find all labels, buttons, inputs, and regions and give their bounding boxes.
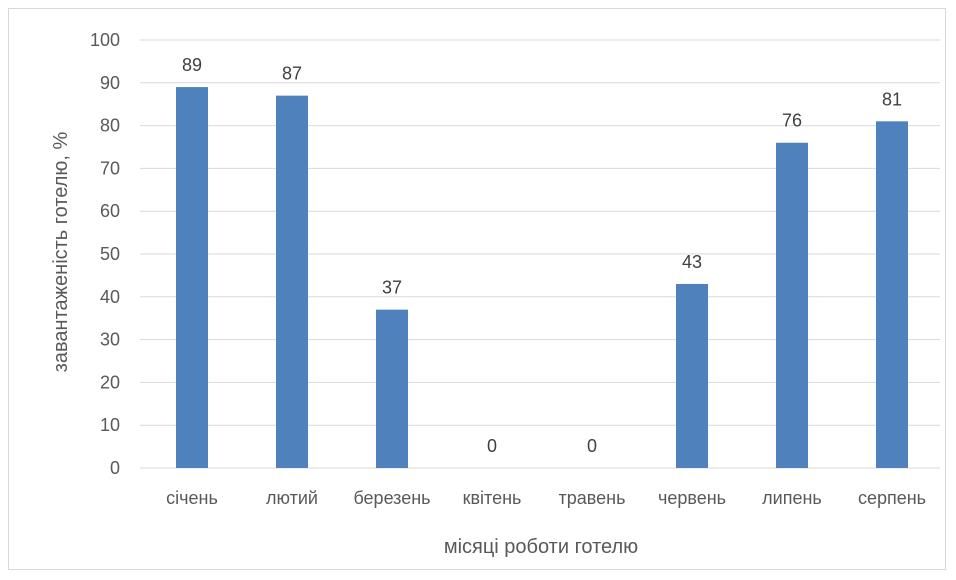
y-tick-label: 30 [100,330,120,350]
y-tick-label: 80 [100,116,120,136]
y-tick-label: 90 [100,73,120,93]
bar-7 [876,121,908,468]
y-tick-label: 0 [110,458,120,478]
x-tick-label-3: квітень [463,488,522,508]
y-axis-ticks: 0 10 20 30 40 50 60 70 80 90 100 [90,30,120,478]
x-tick-label-7: серпень [858,488,926,508]
data-label-1: 87 [282,64,302,84]
x-axis-title: місяці роботи готелю [444,536,638,558]
y-tick-label: 70 [100,158,120,178]
x-tick-label-2: березень [353,488,430,508]
data-label-5: 43 [682,252,702,272]
y-tick-label: 10 [100,415,120,435]
data-label-6: 76 [782,111,802,131]
data-label-2: 37 [382,278,402,298]
bar-0 [176,87,208,468]
x-tick-label-4: травень [559,488,626,508]
x-tick-label-5: червень [658,488,726,508]
y-tick-label: 50 [100,244,120,264]
data-label-7: 81 [882,89,902,109]
bar-5 [676,283,708,468]
y-tick-label: 60 [100,201,120,221]
y-tick-label: 40 [100,287,120,307]
bar-2 [376,309,408,468]
x-tick-label-6: липень [762,488,822,508]
x-tick-label-1: лютий [266,488,318,508]
bar-6 [776,142,808,468]
bar-1 [276,95,308,468]
y-tick-label: 20 [100,372,120,392]
data-label-3: 0 [487,436,497,456]
data-label-0: 89 [182,55,202,75]
bars [176,87,908,468]
data-labels: 89 87 37 0 0 43 76 81 [182,55,902,456]
y-tick-label: 100 [90,30,120,50]
data-label-4: 0 [587,436,597,456]
x-axis-ticks: січень лютий березень квітень травень червень… [166,488,926,508]
gridlines [140,39,940,469]
y-axis-title: завантаженість готелю, % [50,132,72,373]
x-tick-label-0: січень [166,488,218,508]
